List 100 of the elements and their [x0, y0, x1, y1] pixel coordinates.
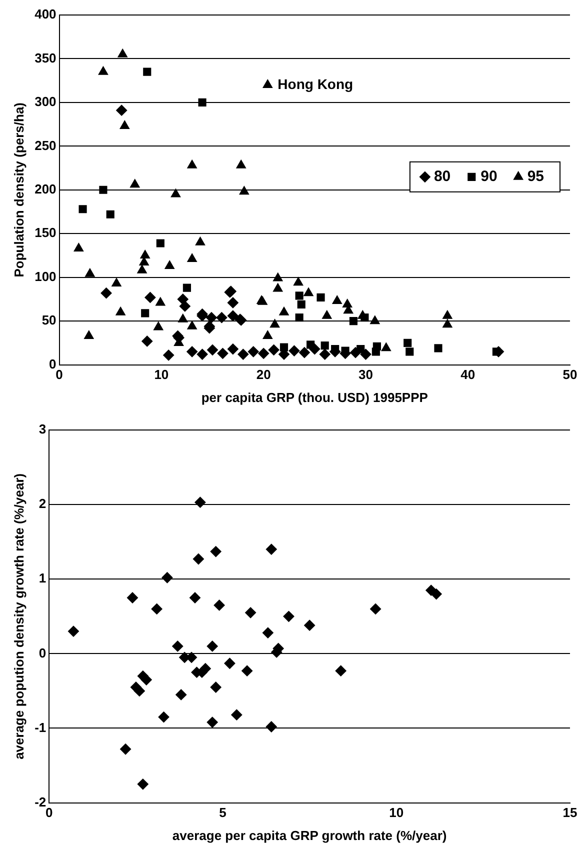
point: [304, 288, 314, 296]
point: [309, 344, 320, 355]
point: [198, 98, 206, 106]
point: [268, 344, 280, 356]
y-tick-label: 300: [34, 94, 56, 110]
point: [297, 300, 306, 308]
y-tick-label: -1: [34, 720, 46, 735]
point: [118, 48, 128, 58]
legend-label: 95: [527, 168, 544, 186]
point: [116, 306, 126, 316]
point: [158, 712, 170, 723]
point: [360, 348, 372, 360]
point: [238, 348, 249, 360]
point: [258, 348, 270, 359]
y-tick-label: 0: [49, 356, 56, 372]
point: [442, 319, 452, 328]
y-tick-label: 150: [34, 225, 56, 240]
point: [210, 546, 222, 558]
point: [164, 260, 174, 269]
point: [120, 120, 130, 130]
y-tick-label: 1: [38, 570, 46, 586]
point: [78, 205, 87, 214]
x-tick-label: 40: [460, 367, 476, 382]
point: [239, 186, 249, 195]
point: [273, 283, 283, 292]
legend-label: 80: [434, 168, 451, 186]
x-tick-label: 10: [389, 805, 404, 820]
point: [178, 314, 188, 322]
point: [162, 572, 173, 584]
point: [106, 210, 114, 218]
point: [156, 297, 166, 306]
point: [304, 620, 316, 631]
point: [163, 350, 174, 361]
point: [140, 250, 150, 258]
point: [176, 689, 187, 700]
point: [137, 264, 147, 274]
point: [182, 284, 192, 292]
legend-label: 90: [480, 168, 498, 186]
point: [262, 330, 272, 339]
point: [262, 627, 274, 638]
point: [266, 544, 277, 555]
point: [360, 314, 369, 322]
x-tick-label: 15: [562, 805, 578, 820]
point: [207, 344, 218, 356]
point: [279, 306, 289, 316]
point: [137, 778, 148, 790]
y-tick-label: 400: [34, 6, 56, 22]
x-tick-label: 50: [562, 367, 578, 382]
point: [156, 239, 164, 248]
point: [206, 716, 218, 728]
point: [295, 292, 304, 300]
point: [140, 674, 152, 686]
y-tick-label: 100: [34, 268, 56, 284]
point: [283, 610, 294, 622]
point: [335, 665, 346, 676]
point: [187, 253, 197, 262]
x-axis-title: per capita GRP (thou. USD) 1995PPP: [201, 390, 428, 405]
point: [262, 79, 272, 88]
point: [320, 342, 329, 350]
point: [442, 310, 452, 319]
point: [177, 294, 188, 305]
point: [404, 338, 412, 347]
point: [100, 288, 112, 299]
point: [216, 312, 228, 324]
point: [406, 348, 414, 356]
point: [288, 345, 300, 356]
point: [349, 317, 358, 326]
y-tick-label: -2: [34, 794, 46, 810]
point: [370, 316, 380, 324]
point: [270, 319, 280, 328]
point: [126, 592, 138, 604]
point: [206, 640, 218, 652]
point: [85, 268, 95, 277]
y-axis-title: Population density (pers/ha): [11, 102, 26, 278]
point: [141, 309, 150, 318]
point: [227, 310, 238, 322]
point: [273, 272, 283, 282]
point: [298, 347, 310, 358]
point: [316, 293, 325, 302]
point: [84, 330, 94, 339]
point: [195, 236, 206, 246]
point: [206, 312, 217, 324]
point: [248, 346, 259, 358]
x-tick-label: 5: [219, 805, 226, 820]
point: [142, 336, 153, 347]
y-tick-label: 50: [42, 312, 56, 328]
point: [217, 348, 228, 359]
point: [187, 160, 197, 168]
x-tick-label: 10: [154, 367, 169, 382]
point: [68, 626, 79, 637]
point: [381, 342, 391, 352]
point: [151, 603, 162, 614]
point: [372, 348, 380, 356]
point: [227, 344, 238, 355]
x-axis-title: average per capita GRP growth rate (%/year): [172, 828, 447, 843]
point: [200, 663, 211, 674]
point: [74, 242, 84, 252]
y-tick-label: 0: [38, 645, 46, 660]
point: [194, 496, 206, 508]
y-axis-title: average popution density growth rate (%/year): [11, 473, 26, 760]
